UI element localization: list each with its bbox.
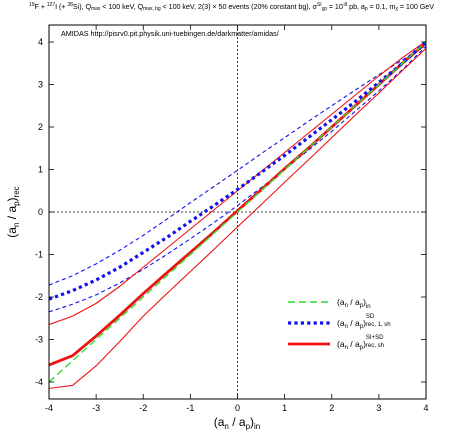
x-tick-label: 4 [423,403,428,413]
series-line-sd-upper [49,44,426,286]
legend: (an / ap)in (an / ap)SD rec, 1, sh (an / ap… [288,297,391,351]
y-tick-label: -4 [35,377,43,387]
x-tick-label: -1 [186,403,194,413]
y-tick-label: -2 [35,292,43,302]
source-annotation: AMIDAS http://pisrv0.pit.physik.uni-tueb… [61,29,279,38]
legend-label-sisd: (an / ap)SI+SD rec, sh [337,335,384,351]
y-tick-label: 3 [38,80,43,90]
series-line-sd-lower [49,45,426,313]
y-tick-label: -3 [35,335,43,345]
chart-title: 19F + 127I (+ 28Si), Qmax < 100 keV, Qma… [29,2,434,12]
legend-label-sd: (an / ap)SD rec, 1, sh [337,314,391,330]
series-line-sd [49,40,426,301]
y-axis-title: (an / ap)rec [5,186,21,237]
series-layer [49,40,426,389]
x-tick-label: 2 [329,403,334,413]
x-tick-label: 3 [376,403,381,413]
ticks-layer: -4 -3 -2 -1 0 1 2 3 4 -4 -3 -2 -1 0 1 2 3 4 [35,25,429,413]
x-axis-title: (an / ap)in [214,415,261,431]
y-tick-label: -1 [35,250,43,260]
y-tick-label: 0 [38,207,43,217]
x-tick-label: -2 [139,403,147,413]
y-tick-label: 4 [38,37,43,47]
series-line-in [49,41,426,383]
x-tick-label: 1 [282,403,287,413]
series-line-sisd-lower [49,47,426,389]
x-tick-label: -4 [45,403,53,413]
y-tick-label: 2 [38,122,43,132]
x-tick-label: -3 [92,403,100,413]
legend-label-in: (an / ap)in [337,297,371,310]
y-tick-label: 1 [38,165,43,175]
x-tick-label: 0 [235,403,240,413]
